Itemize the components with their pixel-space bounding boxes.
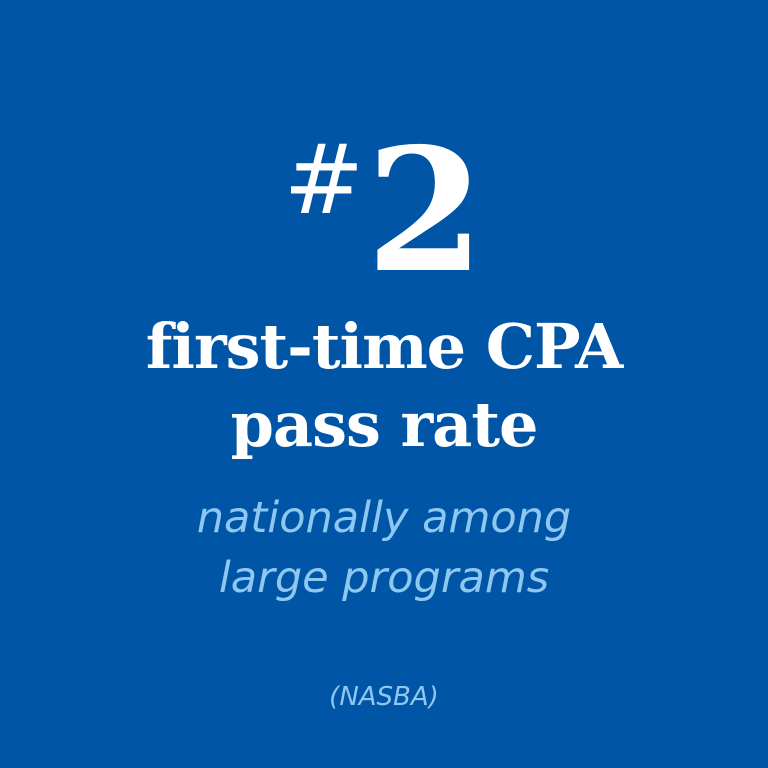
source-attribution: (NASBA) <box>329 682 439 712</box>
subheadline-line-1: nationally among <box>196 493 572 543</box>
subheadline: nationally among large programs <box>197 488 571 608</box>
rank-value: 2 <box>366 111 485 311</box>
headline-line-2: pass rate <box>230 388 539 461</box>
subheadline-line-2: large programs <box>218 553 550 603</box>
hash-symbol: # <box>283 124 364 236</box>
headline-line-1: first-time CPA <box>145 310 624 383</box>
rank-number: # 2 <box>284 126 485 296</box>
headline: first-time CPA pass rate <box>145 308 624 464</box>
